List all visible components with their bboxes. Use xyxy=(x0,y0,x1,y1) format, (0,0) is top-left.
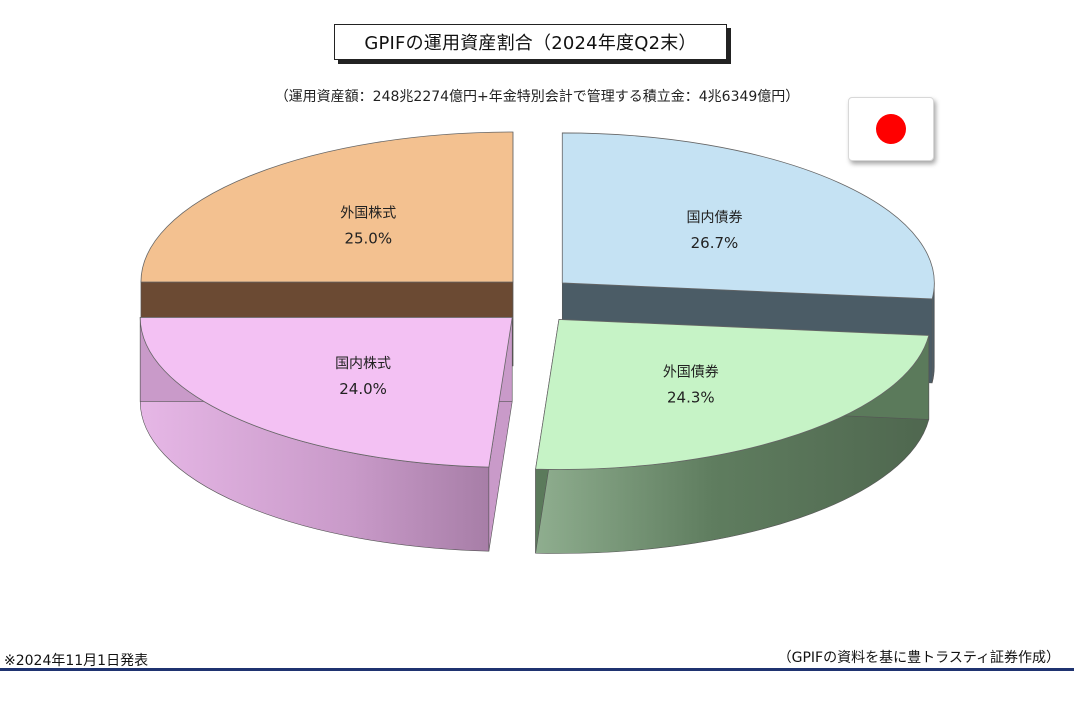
pie-slice-top xyxy=(140,131,514,283)
slice-label: 外国株式 xyxy=(340,206,396,222)
slice-percent-label: 25.0% xyxy=(344,230,392,248)
pie-slice-top xyxy=(561,132,935,300)
pie-slice-外国債券 xyxy=(535,319,930,554)
pie-slice-top xyxy=(139,317,513,468)
source-note: （GPIFの資料を基に豊トラスティ証券作成） xyxy=(777,650,1060,666)
chart-subtitle: （運用資産額：248兆2274億円+年金特別会計で管理する積立金：4兆6349億… xyxy=(274,89,800,105)
release-date-note: ※2024年11月1日発表 xyxy=(4,653,149,669)
slice-label: 外国債券 xyxy=(663,365,719,381)
japan-flag-icon xyxy=(848,97,934,161)
pie-slice-top xyxy=(535,319,930,470)
slice-percent-label: 24.0% xyxy=(339,380,387,398)
flag-red-disc xyxy=(876,114,906,144)
chart-title: GPIFの運用資産割合（2024年度Q2末） xyxy=(334,24,727,60)
slice-label: 国内債券 xyxy=(686,210,742,226)
slice-percent-label: 24.3% xyxy=(667,389,715,407)
bottom-divider xyxy=(0,668,1074,671)
slice-label: 国内株式 xyxy=(335,356,391,372)
slice-percent-label: 26.7% xyxy=(691,234,739,252)
pie-slice-国内株式 xyxy=(139,317,513,552)
